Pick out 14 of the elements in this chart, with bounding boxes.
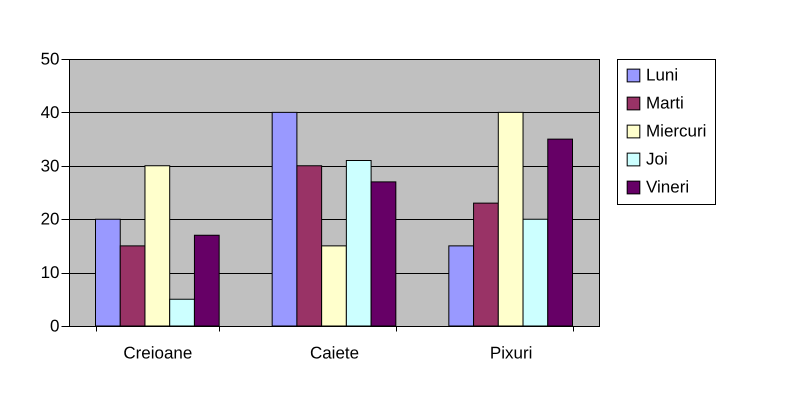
legend-label: Luni [646, 66, 678, 84]
legend-label: Miercuri [646, 122, 706, 140]
legend-label: Joi [646, 150, 668, 168]
y-tick-label: 50 [40, 50, 60, 68]
x-tick-label: Creioane [123, 344, 192, 362]
y-tick-label: 10 [40, 263, 60, 282]
y-tick-label: 20 [40, 210, 60, 229]
y-tick-label: 40 [40, 102, 60, 122]
legend-label: Vineri [646, 178, 690, 196]
y-tick-label: 30 [40, 156, 60, 176]
x-tick-label: Pixuri [490, 344, 532, 362]
legend-label: Marti [646, 94, 684, 112]
y-tick-label: 0 [50, 316, 60, 336]
x-tick-label: Caiete [310, 344, 360, 362]
